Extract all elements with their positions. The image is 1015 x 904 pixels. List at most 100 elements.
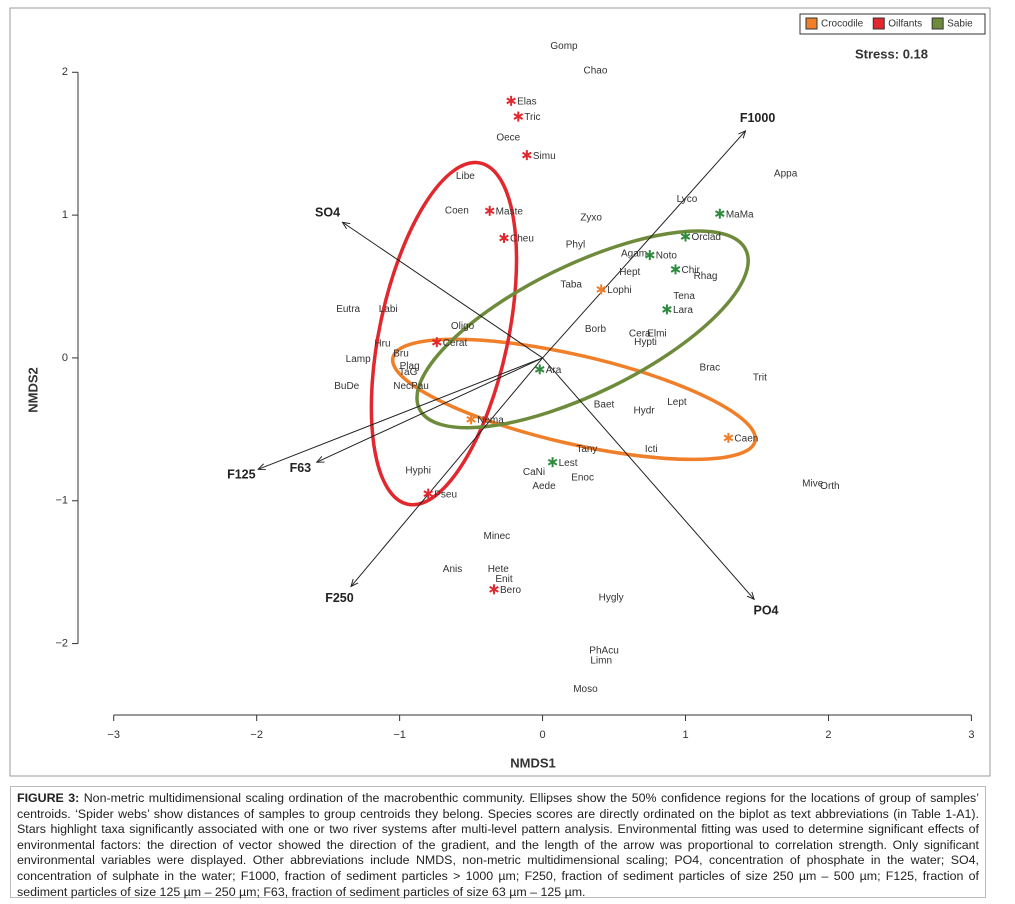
species-label: Orth bbox=[820, 481, 839, 492]
species-label: Bru bbox=[393, 348, 409, 359]
legend-label: Sabie bbox=[947, 19, 973, 30]
x-tick-label: −2 bbox=[250, 729, 263, 741]
star-stroke bbox=[522, 151, 532, 159]
species-label: Elmi bbox=[647, 328, 666, 339]
confidence-ellipse bbox=[369, 160, 519, 507]
indicator-star bbox=[484, 205, 495, 216]
caption: FIGURE 3: Non-metric multidimensional sc… bbox=[10, 786, 986, 899]
indicator-star bbox=[680, 231, 691, 242]
caption-text: Non-metric multidimensional scaling ordi… bbox=[17, 791, 979, 899]
species-label: Enoc bbox=[571, 473, 594, 484]
species-label: Tena bbox=[673, 291, 695, 302]
species-label: Anis bbox=[443, 564, 462, 575]
star-stroke bbox=[513, 113, 524, 120]
stress: Stress: 0.18 bbox=[855, 46, 928, 61]
species-label: Lara bbox=[673, 305, 693, 316]
species-label: Pseu bbox=[434, 489, 457, 500]
legend-swatch bbox=[872, 17, 885, 30]
species-label: Taba bbox=[560, 280, 582, 291]
x-tick-label: 3 bbox=[968, 729, 974, 741]
species-label: Lyco bbox=[677, 194, 698, 205]
species-label: Bero bbox=[500, 585, 522, 596]
species-label: Chao bbox=[584, 65, 608, 76]
species-label: NecPau bbox=[393, 381, 429, 392]
species-label: Tany bbox=[576, 444, 597, 455]
indicator-star bbox=[662, 304, 672, 315]
star-stroke bbox=[466, 415, 476, 423]
species-label: Hyphi bbox=[405, 465, 431, 476]
star-stroke bbox=[670, 266, 681, 273]
species-label: Cera bbox=[629, 328, 651, 339]
species-label: Orclad bbox=[692, 232, 721, 243]
species-label: Labi bbox=[379, 304, 398, 315]
indicator-star bbox=[522, 150, 532, 161]
species-label: Moso bbox=[573, 684, 598, 695]
star-stroke bbox=[715, 210, 725, 218]
star-stroke bbox=[596, 286, 607, 293]
legend-swatch bbox=[805, 17, 818, 30]
legend: Crocodile Oilfants Sabie bbox=[799, 13, 986, 35]
env-vector bbox=[542, 131, 746, 359]
species-label: Hypti bbox=[634, 337, 657, 348]
legend-label: Oilfants bbox=[888, 19, 922, 30]
x-axis-title: NMDS1 bbox=[510, 755, 556, 770]
y-tick-label: −2 bbox=[55, 637, 68, 649]
species-label: Baet bbox=[594, 400, 615, 411]
species-label: Ara bbox=[546, 365, 562, 376]
species-label: Lophi bbox=[607, 285, 631, 296]
indicator-star bbox=[489, 584, 499, 595]
vector-label: F250 bbox=[325, 591, 354, 605]
species-label: Oligo bbox=[451, 321, 475, 332]
star-stroke bbox=[484, 207, 495, 215]
species-label: Maste bbox=[496, 206, 524, 217]
star-stroke bbox=[644, 251, 655, 259]
x-tick-label: −1 bbox=[393, 729, 406, 741]
species-label: Caen bbox=[734, 434, 758, 445]
star-stroke bbox=[534, 365, 545, 373]
species-label: MaMa bbox=[726, 209, 754, 220]
species-label: Borb bbox=[585, 324, 607, 335]
indicator-star bbox=[596, 284, 607, 295]
species-label: Rhag bbox=[694, 271, 718, 282]
chart: NMDS1 NMDS2 Stress: 0.18 −3 −2 −1 0 1 2 3 −2 −1 0… bbox=[9, 7, 991, 777]
y-tick-label: 2 bbox=[62, 66, 68, 78]
x-tick-label: 0 bbox=[540, 729, 546, 741]
env-vector bbox=[317, 357, 543, 462]
species-label: Gomp bbox=[550, 41, 578, 52]
species-label: Hygly bbox=[599, 593, 624, 604]
species-label: Phyl bbox=[566, 240, 585, 251]
x-tick-label: 2 bbox=[825, 729, 831, 741]
vector-label: PO4 bbox=[753, 604, 778, 618]
indicator-star bbox=[506, 95, 516, 106]
species-label: Limn bbox=[590, 655, 612, 666]
vector-label: F63 bbox=[290, 461, 312, 475]
species-label: PhAcu bbox=[589, 645, 618, 656]
y-tick-label: 0 bbox=[62, 352, 68, 364]
species-label: CaNi bbox=[523, 467, 545, 478]
species-label: Appa bbox=[774, 168, 798, 179]
frame bbox=[9, 7, 991, 777]
y-tick-label: 1 bbox=[62, 209, 68, 221]
species-label: Aede bbox=[532, 481, 556, 492]
star-stroke bbox=[547, 458, 558, 466]
species-label: Cerat bbox=[443, 338, 468, 349]
y-axis-title: NMDS2 bbox=[25, 367, 40, 413]
species-label: Coen bbox=[445, 205, 469, 216]
species-label: Trit bbox=[753, 373, 767, 384]
star-stroke bbox=[723, 434, 734, 442]
legend-swatch bbox=[931, 17, 944, 30]
species-label: Icti bbox=[645, 444, 658, 455]
confidence-ellipse bbox=[390, 337, 758, 462]
env-vector bbox=[342, 222, 543, 359]
species-label: TaG bbox=[399, 367, 418, 378]
species-label: Brac bbox=[700, 363, 721, 374]
star-stroke bbox=[423, 490, 434, 497]
x-tick-label: 1 bbox=[682, 729, 688, 741]
vector-label: F1000 bbox=[740, 111, 775, 125]
star-stroke bbox=[680, 233, 691, 240]
species-label: Elas bbox=[517, 96, 536, 107]
star-stroke bbox=[506, 97, 516, 105]
star-stroke bbox=[499, 234, 509, 242]
indicator-star bbox=[670, 264, 681, 275]
